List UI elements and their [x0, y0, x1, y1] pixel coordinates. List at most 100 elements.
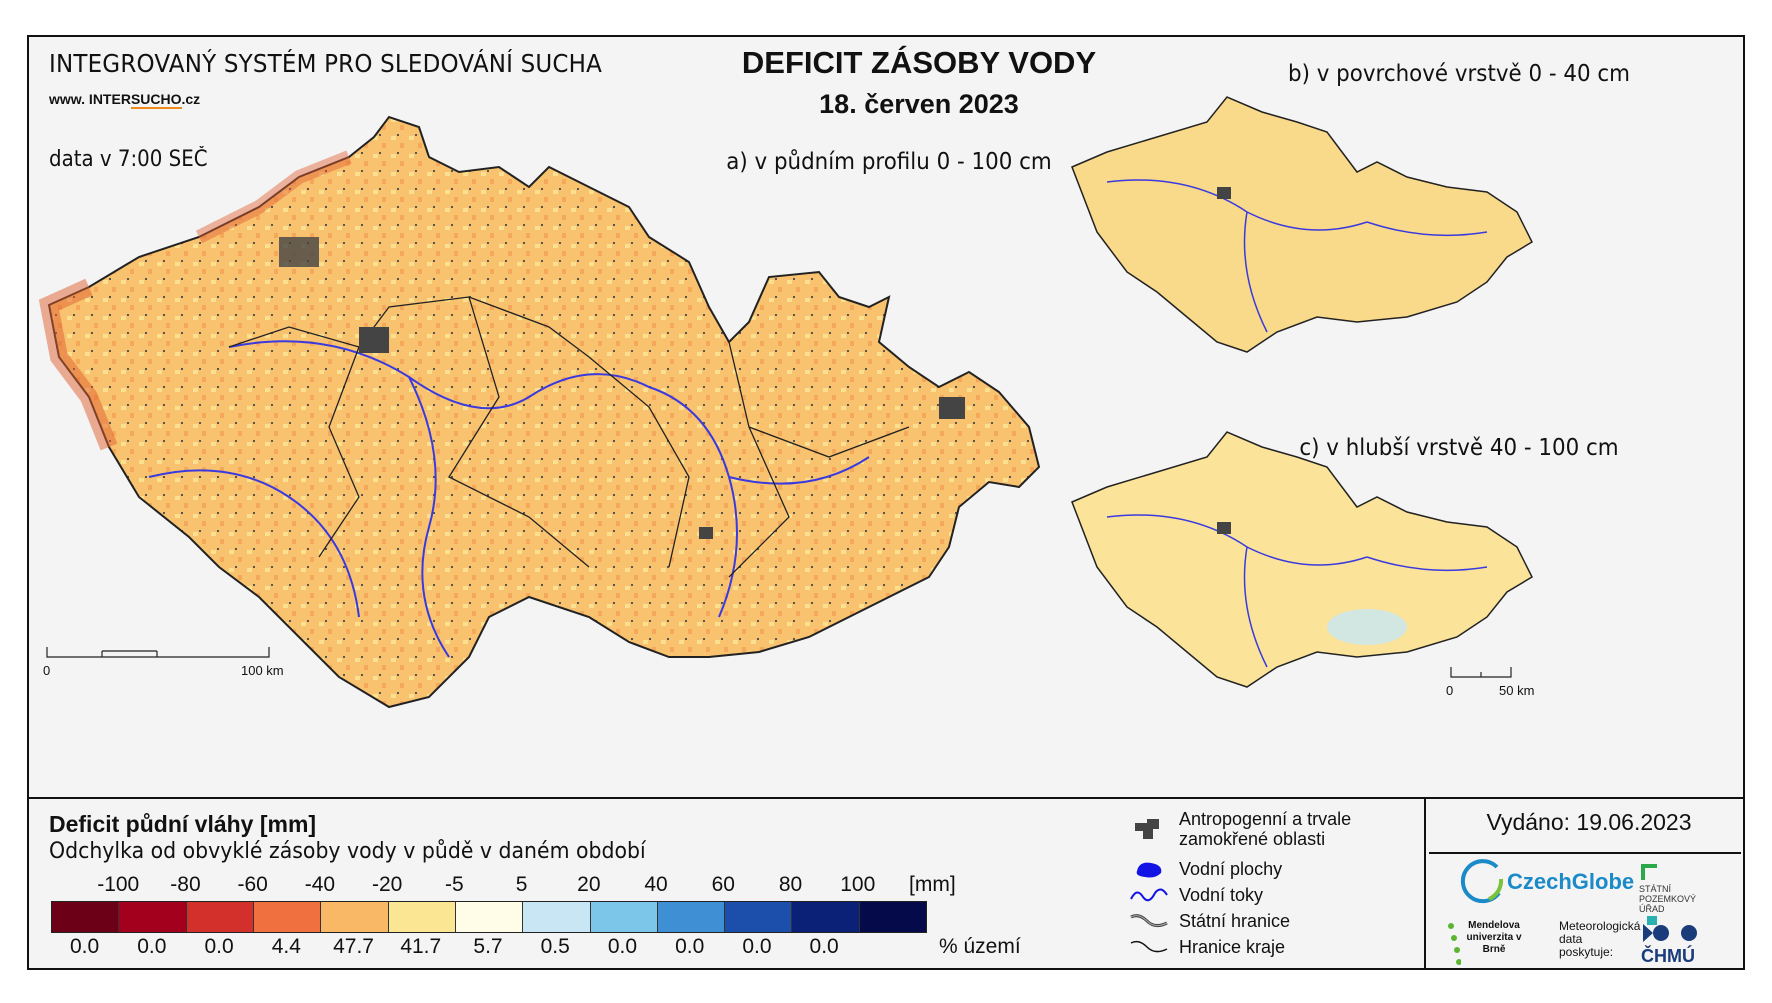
url-highlight: SUCHO — [130, 91, 182, 109]
legend-color-swatch — [186, 902, 254, 932]
page-title: DEFICIT ZÁSOBY VODY — [741, 45, 1097, 80]
legend-color-swatch — [859, 902, 927, 932]
legend-tick-label: -40 — [304, 873, 336, 896]
legend-percentage: 0.0 — [70, 935, 100, 958]
legend-tick-label: 40 — [644, 873, 668, 896]
legend-region-border: Hranice kraje — [1129, 935, 1285, 959]
legend-tick-label: 100 — [840, 873, 876, 896]
legend-color-swatch — [657, 902, 726, 932]
issued-date: Vydáno: 19.06.2023 — [1486, 809, 1692, 835]
logos-panel: CzechGlobe STÁTNÍ POZEMKOVÝ ÚŘAD Mendelo… — [1429, 852, 1741, 972]
mendelu-text: Mendelova univerzita v Brně — [1466, 920, 1522, 955]
legend-color-swatch — [792, 902, 860, 932]
map-frame: INTEGROVANÝ SYSTÉM PRO SLEDOVÁNÍ SUCHA w… — [27, 35, 1745, 970]
legend-percentage: 0.0 — [675, 935, 705, 958]
scale-small-end: 50 km — [1499, 683, 1535, 698]
mendelu-logo[interactable]: Mendelova univerzita v Brně — [1448, 920, 1529, 965]
legend-subtitle: Odchylka od obvyklé zásoby vody v půdě v… — [49, 839, 646, 864]
chmu-icon — [1643, 924, 1697, 942]
scale-small-start: 0 — [1446, 683, 1454, 698]
globe-icon — [1460, 859, 1504, 904]
urban-area — [279, 237, 319, 267]
chmu-text: ČHMÚ — [1641, 946, 1695, 966]
legend-water-areas: Vodní plochy — [1129, 857, 1282, 881]
legend-tick-label: 5 — [515, 873, 528, 896]
scale-bar-small — [1450, 667, 1512, 678]
water-area-icon — [1136, 862, 1162, 878]
legend-color-swatch — [52, 902, 120, 932]
scale-main-start: 0 — [43, 663, 51, 678]
legend-percentages: 0.0 0.0 0.0 4.4 47.7 41.7 5.7 0.5 0.0 0.0 0.0 0.0 — [51, 935, 1031, 961]
river-icon — [1130, 888, 1168, 902]
url-suffix: .cz — [181, 91, 201, 107]
czechglobe-text: CzechGlobe — [1507, 869, 1635, 894]
urban-area — [359, 327, 389, 353]
legend-color-swatch — [388, 902, 456, 932]
legend-unit: [mm] — [909, 873, 956, 896]
legend-color-swatch — [523, 902, 591, 932]
region-border-icon — [1130, 940, 1168, 953]
legend-percentage: 0.0 — [137, 935, 167, 958]
legend-title: Deficit půdní vláhy [mm] — [49, 811, 317, 837]
map-b — [1071, 96, 1533, 353]
legend-percentage: 5.7 — [473, 935, 503, 958]
system-title: INTEGROVANÝ SYSTÉM PRO SLEDOVÁNÍ SUCHA — [49, 49, 603, 78]
mendelu-dots-icon — [1448, 923, 1461, 965]
legend-color-swatch — [590, 902, 658, 932]
urban-icon — [1135, 819, 1159, 839]
map-date: 18. červen 2023 — [819, 89, 1019, 119]
urban-area — [939, 397, 965, 419]
legend-state-border: Státní hranice — [1129, 909, 1290, 933]
legend-state-border-label: Státní hranice — [1179, 910, 1291, 931]
scale-bar-main — [46, 647, 270, 658]
legend-tick-label: 20 — [577, 873, 601, 896]
legend-percentage: 0.0 — [742, 935, 772, 958]
legend-tick-label: -60 — [237, 873, 268, 896]
website-link[interactable]: www. INTERSUCHO.cz — [49, 91, 201, 109]
legend-percentage: 0.0 — [809, 935, 839, 958]
spu-logo[interactable]: STÁTNÍ POZEMKOVÝ ÚŘAD — [1639, 862, 1719, 928]
legend-ticks: -100 -80 -60 -40 -20 -5 5 20 40 60 80 100 — [51, 873, 931, 899]
legend-percentage: 0.0 — [204, 935, 234, 958]
legend-tick-label: -20 — [371, 873, 403, 896]
legend-percentage: 47.7 — [333, 935, 374, 958]
divider — [1424, 797, 1426, 970]
legend-percentage: 4.4 — [271, 935, 301, 958]
main-map — [38, 115, 1041, 709]
urban-area — [699, 527, 713, 539]
scale-main-end: 100 km — [241, 663, 284, 678]
meteo-text: Meteorologická data poskytuje: — [1559, 919, 1641, 959]
divider — [29, 797, 1745, 799]
legend-color-swatch — [321, 902, 389, 932]
state-border-icon — [1130, 914, 1168, 928]
legend-water-flows: Vodní toky — [1129, 883, 1263, 907]
legend-region-border-label: Hranice kraje — [1179, 936, 1286, 957]
data-time: data v 7:00 SEČ — [49, 147, 208, 172]
spu-square-icon — [1647, 916, 1657, 925]
legend-color-bar — [51, 901, 927, 933]
legend-percentage: 0.5 — [540, 935, 570, 958]
legend-tick-label: 60 — [711, 873, 735, 896]
legend-tick-label: -80 — [170, 873, 201, 896]
legend-urban: Antropogenní a trvale zamokřené oblasti — [1129, 807, 1419, 851]
legend-tick-label: 80 — [778, 873, 803, 896]
legend-tick-label: -100 — [97, 873, 140, 896]
map-b-label: b) v povrchové vrstvě 0 - 40 cm — [1287, 61, 1630, 87]
url-prefix: www. INTER — [49, 91, 131, 107]
map-c — [1071, 431, 1533, 688]
legend-color-swatch — [253, 902, 322, 932]
legend-percentage: 0.0 — [607, 935, 638, 958]
legend-color-swatch — [455, 902, 524, 932]
map-c-label: c) v hlubší vrstvě 40 - 100 cm — [1299, 435, 1619, 461]
legend-color-swatch — [119, 902, 187, 932]
legend-percent-unit: % území — [939, 935, 1021, 958]
spu-icon — [1641, 864, 1657, 880]
spu-text: STÁTNÍ POZEMKOVÝ ÚŘAD — [1639, 884, 1697, 914]
legend-water-areas-label: Vodní plochy — [1179, 858, 1283, 879]
legend-urban-label: Antropogenní a trvale zamokřené oblasti — [1179, 809, 1352, 849]
legend-percentage: 41.7 — [400, 935, 442, 958]
legend-tick-label: -5 — [445, 873, 464, 896]
czechglobe-logo[interactable]: CzechGlobe — [1459, 859, 1634, 907]
legend-water-flows-label: Vodní toky — [1179, 884, 1264, 905]
map-a-label: a) v půdním profilu 0 - 100 cm — [726, 149, 1052, 175]
